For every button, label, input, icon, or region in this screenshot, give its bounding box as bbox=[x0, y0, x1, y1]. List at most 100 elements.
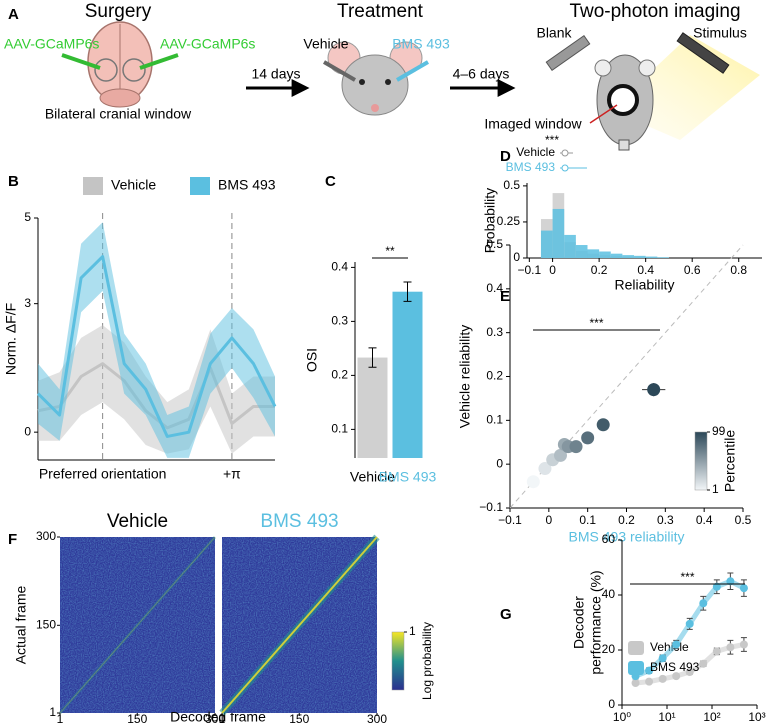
panel-label: A bbox=[8, 6, 19, 23]
y-tick-label: 5 bbox=[24, 210, 31, 224]
marker bbox=[685, 668, 694, 676]
legend-swatch bbox=[628, 661, 644, 675]
histogram-bar bbox=[540, 230, 553, 258]
injection-label: AAV-GCaMP6s bbox=[160, 36, 255, 52]
y-tick-label: 0.25 bbox=[497, 214, 521, 228]
marker bbox=[685, 619, 694, 628]
x-tick-label: 1 bbox=[57, 712, 64, 725]
x-axis-label: BMS 493 reliability bbox=[569, 529, 685, 545]
panel-label: E bbox=[500, 288, 510, 305]
chart-title: BMS 493 bbox=[260, 511, 338, 532]
legend-swatch bbox=[190, 177, 210, 195]
y-tick-label: 0.3 bbox=[486, 325, 503, 339]
marker bbox=[726, 643, 735, 652]
x-tick-label: 150 bbox=[289, 712, 309, 725]
marker bbox=[631, 679, 640, 687]
y-tick-label: 0.1 bbox=[486, 413, 503, 427]
point bbox=[581, 431, 595, 445]
y-tick-label: 150 bbox=[36, 617, 56, 631]
y-tick-label: 300 bbox=[36, 529, 56, 543]
point bbox=[553, 448, 567, 462]
injection-label: AAV-GCaMP6s bbox=[4, 36, 99, 52]
marker bbox=[726, 577, 735, 586]
point bbox=[569, 440, 583, 454]
significance-label: *** bbox=[680, 570, 694, 584]
x-tick-label: 10⁰ bbox=[613, 710, 631, 724]
x-tick-label: 150 bbox=[127, 712, 147, 725]
colorbar bbox=[694, 431, 708, 491]
significance-label: *** bbox=[589, 316, 603, 330]
y-tick-label: 60 bbox=[602, 532, 616, 546]
caption: Bilateral cranial window bbox=[45, 106, 192, 122]
significance-label: *** bbox=[545, 133, 559, 147]
panel-label: G bbox=[500, 606, 512, 623]
heatmap-diagonal bbox=[58, 536, 217, 714]
histogram-bar bbox=[575, 245, 588, 258]
histogram-bar bbox=[645, 256, 658, 258]
histogram-bar bbox=[622, 255, 635, 258]
group-label: Vehicle bbox=[303, 36, 348, 52]
x-tick-label: 0 bbox=[545, 513, 552, 527]
chart-title: Vehicle bbox=[107, 511, 168, 532]
x-tick-label: 10² bbox=[703, 710, 720, 724]
x-tick-label: 0.1 bbox=[579, 513, 596, 527]
x-tick-label: Vehicle bbox=[350, 469, 395, 485]
x-tick-label: 0.2 bbox=[591, 263, 608, 277]
marker bbox=[672, 640, 681, 649]
y-tick-label: 3 bbox=[24, 296, 31, 310]
histogram-bar bbox=[634, 255, 646, 258]
marker bbox=[739, 584, 748, 593]
legend-label: BMS 493 bbox=[650, 660, 700, 674]
y-tick-label: 0.4 bbox=[486, 281, 503, 295]
marker bbox=[645, 677, 654, 686]
point bbox=[538, 462, 552, 476]
y-tick-label: 0.1 bbox=[331, 422, 348, 436]
significance-label: ** bbox=[385, 244, 395, 258]
y-tick-label: 0 bbox=[496, 456, 503, 470]
histogram-bar bbox=[657, 257, 669, 258]
x-tick-label: 0.2 bbox=[618, 513, 635, 527]
delay-label: 14 days bbox=[251, 66, 300, 82]
legend-label: Vehicle bbox=[111, 177, 156, 193]
y-axis-label: Vehicle reliability bbox=[457, 325, 473, 429]
y-tick-label: 0 bbox=[608, 697, 615, 711]
colorbar-label: Percentile bbox=[722, 430, 738, 492]
error-band bbox=[38, 222, 275, 458]
panel-label: B bbox=[8, 173, 19, 190]
x-tick-label: 10³ bbox=[748, 710, 765, 724]
x-tick-label: +π bbox=[223, 466, 241, 482]
y-tick-label: 0.5 bbox=[503, 178, 520, 192]
bar bbox=[392, 291, 423, 458]
y-tick-label: 0.5 bbox=[486, 237, 503, 251]
x-tick-label: BMS 493 bbox=[379, 469, 437, 485]
x-tick-label: 0.3 bbox=[657, 513, 674, 527]
y-tick-label: 1 bbox=[49, 705, 56, 719]
series-line bbox=[36, 255, 277, 438]
colorbar-tick-label: 99 bbox=[712, 424, 726, 438]
surgery-illustration bbox=[61, 21, 179, 108]
legend-swatch bbox=[628, 641, 644, 655]
summary-label: Vehicle bbox=[516, 145, 555, 159]
histogram-bar bbox=[587, 249, 600, 258]
y-tick-label: 0.2 bbox=[331, 368, 348, 382]
panel-label: C bbox=[325, 173, 336, 190]
y-axis-label: Norm. ΔF/F bbox=[3, 303, 19, 375]
x-tick-label: 300 bbox=[205, 712, 225, 725]
treatment-illustration bbox=[322, 41, 430, 116]
x-tick-label: 1 bbox=[219, 712, 226, 725]
step-title: Surgery bbox=[85, 1, 152, 22]
error-bar bbox=[403, 281, 412, 302]
marker bbox=[658, 674, 667, 683]
y-tick-label: 20 bbox=[602, 642, 616, 656]
marker bbox=[658, 654, 667, 663]
legend-label: BMS 493 bbox=[218, 177, 276, 193]
colorbar-tick-label: 1 bbox=[712, 482, 719, 496]
y-axis-label: Probability bbox=[482, 188, 498, 253]
error-bar bbox=[368, 347, 377, 368]
step-title: Two-photon imaging bbox=[569, 1, 740, 22]
marker bbox=[712, 582, 721, 591]
y-axis-label: Actual frame bbox=[13, 585, 29, 664]
x-axis-label: Reliability bbox=[615, 277, 675, 293]
